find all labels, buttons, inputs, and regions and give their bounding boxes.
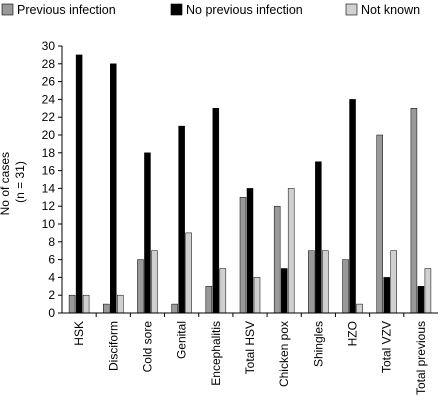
bar-previous-infection [308,250,315,314]
bar-not-known [185,232,192,314]
bar-previous-infection [273,205,281,314]
bar-not-known [82,294,90,314]
bar-previous-infection [410,108,418,314]
bar-previous-infection [171,303,178,314]
bar-not-known [151,250,158,314]
bars [68,54,432,317]
bar-no-previous-infection [75,54,83,314]
bar-not-known [117,294,124,314]
bar-no-previous-infection [178,125,185,314]
y-tick-label: 16 [42,164,56,178]
legend-label-not-known: Not known [361,3,420,17]
bar-previous-infection [376,134,383,314]
y-tick-label: 8 [48,235,55,249]
y-tick-label: 18 [42,146,56,160]
bar-no-previous-infection [110,63,117,314]
bar-not-known [287,188,295,314]
bar-not-known [424,268,432,314]
y-axis-label-line1: No of cases [0,152,12,215]
x-category-label: Total VZV [380,321,394,373]
bar-no-previous-infection [315,161,322,314]
x-category-label: Cold sore [140,321,154,373]
bar-no-previous-infection [144,152,151,314]
y-tick-label: 30 [42,39,56,53]
legend-swatch-previous-infection [1,3,14,16]
x-category-label: Disciform [106,321,120,371]
bar-not-known [356,303,363,314]
bar-not-known [390,250,397,314]
x-category-label: Shingles [311,321,325,367]
y-tick-label: 14 [42,181,56,195]
legend-swatch-not-known [345,3,358,16]
x-category-label: Total HSV [243,321,257,374]
bar-not-known [322,250,329,314]
y-tick-label: 10 [42,217,56,231]
bar-previous-infection [342,259,349,314]
x-category-label: Encephalitis [209,321,223,386]
bar-previous-infection [103,303,110,314]
y-tick-label: 20 [42,128,56,142]
legend-label-previous-infection: Previous infection [17,3,116,17]
bar-previous-infection [205,286,213,314]
bar-no-previous-infection [417,286,425,314]
y-tick-label: 22 [42,110,56,124]
bar-no-previous-infection [349,99,356,314]
y-tick-label: 6 [48,253,55,267]
y-axis-label-line2: (n = 31) [13,161,27,203]
y-tick-label: 24 [42,92,56,106]
y-tick-label: 28 [42,57,56,71]
bar-previous-infection [137,259,144,314]
y-axis-label: No of cases (n = 31) [0,149,27,216]
x-category-label: Genital [175,321,189,359]
y-tick-label: 2 [48,288,55,302]
x-category-label: Total previous [414,321,428,395]
bar-previous-infection [239,197,247,314]
y-tick-label: 4 [48,270,55,284]
x-axis-labels: HSK Disciform Cold sore Genital Encephalitis… [72,321,428,395]
y-tick-label: 26 [42,75,56,89]
bar-not-known [219,268,227,314]
legend-swatch-no-previous-infection [170,3,183,16]
bar-no-previous-infection [383,277,390,314]
bar-previous-infection [68,294,76,314]
y-tick-label: 0 [48,306,55,320]
x-category-label: Chicken pox [277,321,291,387]
legend-label-no-previous-infection: No previous infection [186,3,303,17]
bar-no-previous-infection [280,268,288,314]
bar-not-known [253,277,261,314]
legend: Previous infection No previous infection… [1,3,420,17]
y-tick-label: 12 [42,199,56,213]
bar-no-previous-infection [212,108,220,314]
bar-no-previous-infection [246,188,254,314]
x-category-label: HZO [346,321,360,346]
x-category-label: HSK [72,321,86,346]
